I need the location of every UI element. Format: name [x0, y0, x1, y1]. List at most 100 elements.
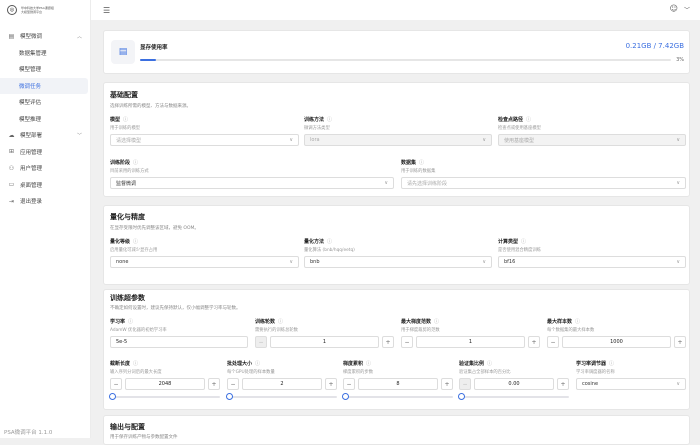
- field-label: 验证集比例: [459, 361, 485, 367]
- increment-button[interactable]: +: [557, 378, 569, 390]
- sidebar-nav: ▤ 模型微调 ︿ 数据集管理 模型管理 微调任务 模型评估 模型推理 ☁ 模型部署 ﹀ …: [0, 28, 90, 210]
- sidebar-item-deploy[interactable]: ☁ 模型部署 ﹀: [0, 127, 88, 144]
- help-icon[interactable]: ⓘ: [327, 117, 333, 123]
- select-value: 监督微调: [116, 180, 137, 187]
- cutoff-length-slider[interactable]: [109, 393, 220, 400]
- chevron-down-icon: ﹀: [76, 132, 82, 139]
- learning-rate-input[interactable]: 5e-5: [110, 336, 248, 348]
- decrement-button[interactable]: −: [343, 378, 355, 390]
- training-method-select[interactable]: lora ∨: [304, 134, 492, 146]
- stepper-value[interactable]: 1000: [562, 336, 671, 348]
- quantization-card: 量化与精度 在显存受限时优先调整该区域，避免 OOM。 量化等级 ⓘ 启用量化可减…: [103, 205, 690, 285]
- help-icon[interactable]: ⓘ: [278, 319, 284, 325]
- val-ratio-stepper: −0.00 +: [459, 378, 569, 390]
- help-icon[interactable]: ⓘ: [123, 117, 129, 123]
- increment-button[interactable]: +: [325, 378, 337, 390]
- sidebar-item-logout[interactable]: ⇥ 退出登录: [0, 193, 88, 210]
- compute-type-select[interactable]: bf16 ∨: [498, 256, 686, 268]
- help-icon[interactable]: ⓘ: [366, 361, 372, 367]
- help-icon[interactable]: ⓘ: [255, 361, 261, 367]
- stepper-value[interactable]: 1: [416, 336, 525, 348]
- sidebar-item-model-finetune[interactable]: ▤ 模型微调 ︿: [0, 28, 88, 45]
- stepper-value[interactable]: 8: [358, 378, 438, 390]
- help-icon[interactable]: ⓘ: [521, 239, 527, 245]
- batch-size-stepper: −2 +: [227, 378, 337, 390]
- training-stage-select[interactable]: 监督微调 ∨: [110, 177, 394, 189]
- stepper-value[interactable]: 0.00: [474, 378, 554, 390]
- decrement-button[interactable]: −: [255, 336, 267, 348]
- apps-icon: ⊞: [8, 148, 15, 156]
- increment-button[interactable]: +: [208, 378, 220, 390]
- help-icon[interactable]: ⓘ: [133, 361, 139, 367]
- increment-button[interactable]: +: [528, 336, 540, 348]
- help-icon[interactable]: ⓘ: [434, 319, 440, 325]
- section-desc: 用于保存训练产物与参数配置文件: [110, 435, 178, 440]
- help-icon[interactable]: ⓘ: [419, 160, 425, 166]
- sidebar-item-evaluation[interactable]: 模型评估: [0, 94, 88, 111]
- grad-accum-slider[interactable]: [342, 393, 453, 400]
- lr-scheduler-select[interactable]: cosine ∨: [576, 378, 686, 390]
- increment-button[interactable]: +: [382, 336, 394, 348]
- user-avatar-icon[interactable]: ☺: [669, 4, 678, 13]
- batch-size-slider[interactable]: [226, 393, 337, 400]
- stepper-value[interactable]: 2048: [125, 378, 205, 390]
- sidebar-item-desktop[interactable]: ▭ 桌面管理: [0, 177, 88, 194]
- logout-icon: ⇥: [8, 197, 15, 205]
- stepper-value[interactable]: 2: [242, 378, 322, 390]
- decrement-button[interactable]: −: [459, 378, 471, 390]
- decrement-button[interactable]: −: [401, 336, 413, 348]
- sidebar-item-finetune-tasks[interactable]: 微调任务: [0, 77, 88, 94]
- logo-line1: 华中科技大学PSA课题组: [21, 6, 54, 10]
- sidebar-item-models[interactable]: 模型管理: [0, 61, 88, 78]
- sidebar-item-users[interactable]: ⚇ 用户管理: [0, 160, 88, 177]
- chevron-down-icon: ∨: [676, 180, 680, 186]
- decrement-button[interactable]: −: [227, 378, 239, 390]
- stepper-value[interactable]: 1: [270, 336, 379, 348]
- help-icon[interactable]: ⓘ: [327, 239, 333, 245]
- quant-method-select[interactable]: bnb ∨: [304, 256, 492, 268]
- university-seal-icon: ◎: [7, 5, 17, 15]
- decrement-button[interactable]: −: [110, 378, 122, 390]
- slider-handle[interactable]: [226, 393, 233, 400]
- chevron-down-icon: ∨: [676, 259, 680, 265]
- increment-button[interactable]: +: [674, 336, 686, 348]
- field-desc: 验证集占全部样本的百分比: [459, 370, 511, 375]
- slider-track: [227, 396, 337, 398]
- model-select[interactable]: 请选择模型 ∨: [110, 134, 299, 146]
- help-icon[interactable]: ⓘ: [133, 239, 139, 245]
- select-value: bf16: [504, 259, 516, 265]
- decrement-button[interactable]: −: [547, 336, 559, 348]
- help-icon[interactable]: ⓘ: [609, 361, 615, 367]
- field-label: 截断长度: [110, 361, 131, 367]
- sidebar-item-inference[interactable]: 模型推理: [0, 111, 88, 128]
- val-ratio-slider[interactable]: [458, 393, 569, 400]
- sidebar-item-apps[interactable]: ⊞ 应用管理: [0, 144, 88, 161]
- sidebar-item-label: 退出登录: [20, 199, 43, 206]
- compute-type-field: 计算类型 ⓘ 是否使用混合精度训练 bf16 ∨: [498, 238, 686, 268]
- help-icon[interactable]: ⓘ: [526, 117, 532, 123]
- slider-handle[interactable]: [109, 393, 116, 400]
- help-icon[interactable]: ⓘ: [487, 361, 493, 367]
- select-value: lora: [310, 137, 320, 143]
- slider-handle[interactable]: [458, 393, 465, 400]
- sidebar-item-datasets[interactable]: 数据集管理: [0, 45, 88, 62]
- field-label: 数据集: [401, 160, 417, 166]
- checkpoint-path-select[interactable]: 使用基座模型 ∨: [498, 134, 686, 146]
- field-label: 学习率: [110, 319, 126, 325]
- quant-level-select[interactable]: none ∨: [110, 256, 299, 268]
- learning-rate-field: 学习率 ⓘ AdamW 优化器的初始学习率 5e-5: [110, 318, 248, 348]
- field-desc: 需要执行的训练总轮数: [255, 328, 298, 333]
- hamburger-menu-icon[interactable]: ☰: [103, 6, 111, 15]
- help-icon[interactable]: ⓘ: [133, 160, 139, 166]
- quant-level-field: 量化等级 ⓘ 启用量化可减少显存占用 none ∨: [110, 238, 299, 268]
- sidebar-item-label: 数据集管理: [19, 50, 47, 57]
- dataset-select[interactable]: 请先选择训练阶段 ∨: [401, 177, 686, 189]
- field-label: 模型: [110, 117, 121, 123]
- grad-accum-stepper: −8 +: [343, 378, 453, 390]
- increment-button[interactable]: +: [441, 378, 453, 390]
- help-icon[interactable]: ⓘ: [128, 319, 134, 325]
- slider-handle[interactable]: [342, 393, 349, 400]
- section-title: 输出与配置: [110, 423, 145, 431]
- chevron-down-icon[interactable]: ﹀: [683, 7, 690, 14]
- help-icon[interactable]: ⓘ: [575, 319, 581, 325]
